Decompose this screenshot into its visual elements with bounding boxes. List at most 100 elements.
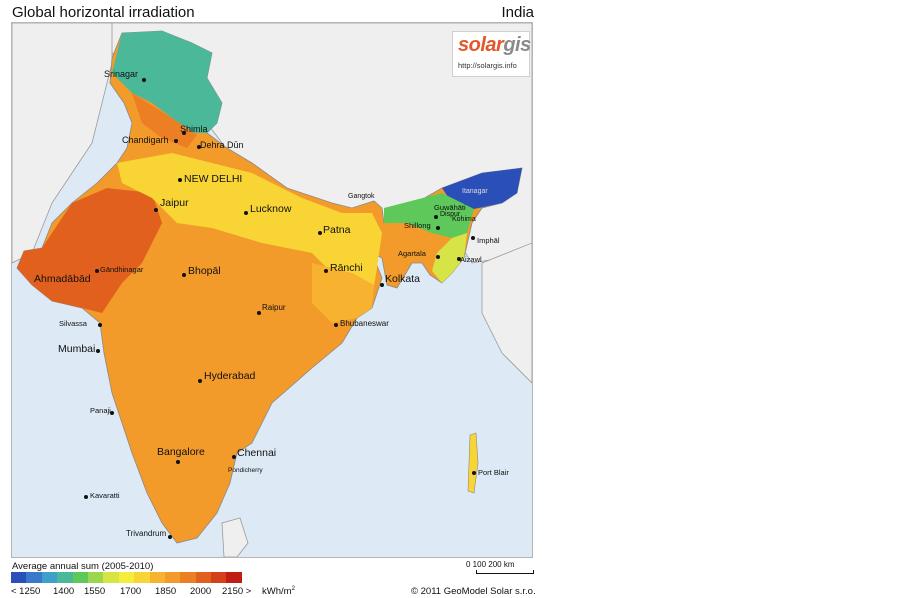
zone-northeast-green bbox=[384, 193, 474, 238]
city-dot bbox=[257, 311, 261, 315]
neighbor-land-east bbox=[481, 242, 532, 384]
neighbor-land-srilanka bbox=[221, 517, 249, 557]
city-dot bbox=[182, 273, 186, 277]
city-imphal: Imphāl bbox=[477, 236, 500, 245]
city-ahmadabad: Ahmadābād bbox=[34, 273, 91, 285]
legend-swatch bbox=[211, 572, 227, 583]
city-guwahati: Guwāhāti bbox=[434, 203, 466, 212]
legend-swatch bbox=[87, 572, 104, 583]
logo-wordmark: solargis bbox=[458, 34, 531, 56]
city-dot bbox=[168, 535, 172, 539]
city-chandigarh: Chandigarh bbox=[122, 135, 169, 145]
city-chennai: Chennai bbox=[237, 447, 277, 459]
country-label: India bbox=[501, 4, 534, 21]
city-bhubaneswar: Bhubaneswar bbox=[340, 319, 389, 328]
city-jaipur: Jaipur bbox=[160, 197, 189, 209]
legend-swatch bbox=[226, 572, 242, 583]
legend-swatch bbox=[26, 572, 42, 583]
zone-northeast-blue bbox=[442, 168, 522, 209]
city-kohima: Kohima bbox=[452, 216, 476, 223]
city-dot bbox=[178, 178, 182, 182]
city-dot bbox=[174, 139, 178, 143]
city-ranchi: Rānchi bbox=[330, 262, 363, 274]
city-kolkata: Kolkata bbox=[385, 273, 421, 285]
india-irradiation-map bbox=[12, 23, 532, 557]
legend-tick-label: 2150 > bbox=[222, 586, 252, 597]
city-dot bbox=[232, 455, 236, 459]
legend-swatch bbox=[164, 572, 181, 583]
legend-swatch bbox=[11, 572, 27, 583]
city-new-delhi: NEW DELHI bbox=[184, 173, 243, 185]
legend-tick-label: 1850 bbox=[155, 586, 177, 597]
legend-color-bar bbox=[11, 572, 242, 583]
city-dot bbox=[471, 236, 475, 240]
city-dot bbox=[110, 411, 114, 415]
city-bhopal: Bhopāl bbox=[188, 265, 221, 277]
city-dehra-dun: Dehra Dūn bbox=[200, 140, 244, 150]
legend-swatch bbox=[72, 572, 88, 583]
city-raipur: Raipur bbox=[262, 303, 286, 312]
legend-swatch bbox=[149, 572, 165, 583]
legend-tick-label: 1700 bbox=[120, 586, 142, 597]
neighbor-land-west bbox=[12, 23, 113, 264]
andaman-islands bbox=[467, 432, 479, 494]
zone-northeast-yellow bbox=[432, 233, 467, 283]
city-patna: Patna bbox=[323, 224, 351, 236]
city-dot bbox=[318, 231, 322, 235]
legend-tick-label: 2000 bbox=[190, 586, 212, 597]
legend-title: Average annual sum (2005-2010) bbox=[12, 561, 154, 572]
zone-mid-east bbox=[312, 263, 374, 323]
city-panaji: Panaji bbox=[90, 406, 111, 415]
city-dot bbox=[436, 255, 440, 259]
city-dot bbox=[244, 211, 248, 215]
city-mumbai: Mumbai bbox=[58, 343, 96, 355]
legend-unit: kWh/m2 bbox=[262, 586, 295, 598]
scale-bar bbox=[476, 570, 534, 574]
city-dot bbox=[176, 460, 180, 464]
city-srinagar: Srinagar bbox=[104, 69, 139, 79]
zone-himalaya-warm bbox=[132, 93, 197, 148]
legend-tick-label: 1400 bbox=[53, 586, 75, 597]
city-bangalore: Bangalore bbox=[157, 446, 205, 458]
city-aizawl: Aizawl bbox=[460, 255, 482, 264]
city-shimla: Shimla bbox=[180, 124, 208, 134]
solargis-logo[interactable]: solargis http://solargis.info bbox=[452, 31, 531, 77]
city-dot bbox=[95, 269, 99, 273]
logo-url[interactable]: http://solargis.info bbox=[458, 61, 517, 70]
scale-labels: 0 100 200 km bbox=[466, 560, 515, 569]
legend-swatch bbox=[57, 572, 73, 583]
city-trivandrum: Trivandrum bbox=[126, 529, 167, 538]
legend-swatch bbox=[103, 572, 119, 583]
city-port-blair: Port Blair bbox=[478, 468, 509, 477]
city-dot bbox=[457, 257, 461, 261]
legend-tick-label: < 1250 bbox=[11, 586, 41, 597]
legend-swatch bbox=[195, 572, 212, 583]
city-dot bbox=[436, 226, 440, 230]
city-silvassa: Silvassa bbox=[59, 319, 87, 328]
zone-mid-north bbox=[117, 153, 382, 298]
city-dot bbox=[96, 349, 100, 353]
copyright: © 2011 GeoModel Solar s.r.o. bbox=[411, 586, 536, 597]
city-hyderabad: Hyderabad bbox=[204, 370, 256, 382]
city-dispur: Dispur bbox=[440, 211, 461, 218]
city-dot bbox=[98, 323, 102, 327]
map-title: Global horizontal irradiation bbox=[12, 4, 195, 21]
map-frame[interactable]: solargis http://solargis.info Srinagar S… bbox=[11, 22, 533, 558]
city-gangtok: Gangtok bbox=[348, 193, 375, 200]
city-itanagar: Itanagar bbox=[462, 188, 488, 195]
zone-high-west bbox=[17, 188, 162, 313]
city-lucknow: Lucknow bbox=[250, 203, 292, 215]
city-dot bbox=[154, 208, 158, 212]
city-dot bbox=[472, 471, 476, 475]
city-kavaratti: Kavaratti bbox=[90, 491, 120, 500]
city-agartala: Agartala bbox=[398, 249, 426, 258]
legend-swatch bbox=[134, 572, 150, 583]
city-dot bbox=[84, 495, 88, 499]
legend-swatch bbox=[118, 572, 135, 583]
city-shillong: Shillong bbox=[404, 221, 431, 230]
city-dot bbox=[198, 379, 202, 383]
city-dot bbox=[324, 269, 328, 273]
city-pondicherry: Pondicherry bbox=[228, 467, 263, 474]
legend-swatch bbox=[41, 572, 58, 583]
city-dot bbox=[197, 145, 201, 149]
